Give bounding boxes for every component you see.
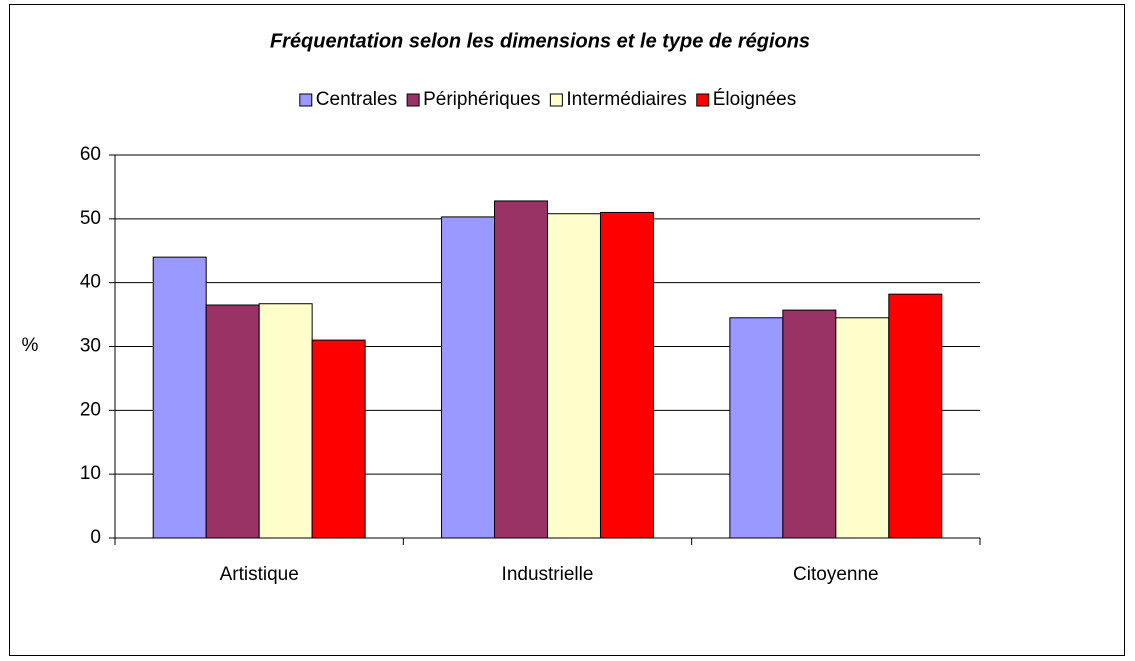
legend-swatch (299, 93, 313, 107)
y-tick-label: 30 (80, 336, 101, 357)
x-tick-label: Artistique (220, 564, 299, 585)
legend: Centrales Périphériques Intermédiaires Éloi… (299, 89, 796, 110)
bar (547, 213, 601, 539)
y-tick-label: 10 (80, 463, 101, 484)
bar (494, 200, 548, 539)
bar (782, 309, 837, 539)
legend-label: Périphériques (423, 89, 540, 110)
y-tick-label: 40 (80, 272, 101, 293)
bar (599, 211, 654, 539)
legend-swatch (696, 93, 710, 107)
bar (258, 303, 313, 539)
y-tick-label: 0 (90, 527, 101, 548)
legend-swatch (406, 93, 420, 107)
legend-label: Intermédiaires (566, 89, 686, 110)
legend-label: Éloignées (713, 89, 796, 110)
chart-title: Fréquentation selon les dimensions et le… (270, 30, 810, 52)
legend-label: Centrales (316, 89, 397, 110)
y-tick-label: 20 (80, 399, 101, 420)
bar (729, 317, 784, 539)
bar (311, 339, 366, 539)
bar (835, 317, 890, 539)
legend-swatch (549, 93, 563, 107)
y-tick-label: 60 (80, 144, 101, 165)
x-tick-label: Industrielle (502, 564, 594, 585)
y-tick-label: 50 (80, 208, 101, 229)
bar (441, 216, 496, 539)
bar (152, 256, 207, 539)
bar (205, 304, 260, 539)
y-axis-label: % (22, 335, 39, 356)
bar (888, 293, 943, 539)
x-tick-label: Citoyenne (793, 564, 879, 585)
